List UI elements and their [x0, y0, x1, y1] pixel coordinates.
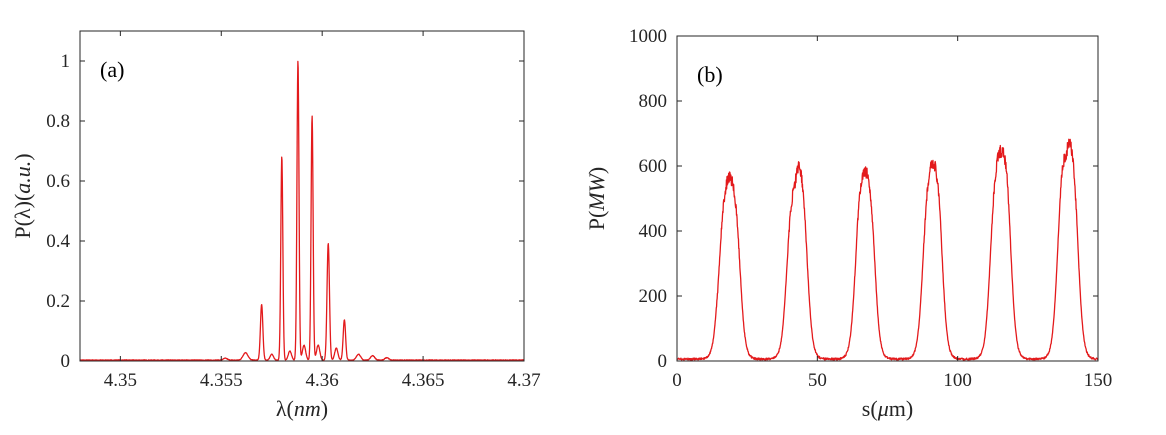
x-axis-label: λ(nm) [276, 396, 328, 421]
y-tick-label: 0 [658, 351, 668, 372]
chart-panel-b: 0 50 100 150 0 200 400 600 800 1000 s(μm) P(MW) (b) [584, 26, 1112, 421]
plot-frame [79, 30, 525, 362]
y-tick-label: 0.6 [46, 171, 70, 192]
y-axis-label: P(λ)(a.u.) [10, 153, 35, 238]
y-tick-label: 600 [639, 156, 668, 177]
x-tick-label: 4.365 [402, 370, 445, 391]
y-tick-label: 0.2 [46, 291, 70, 312]
plot-frame [676, 35, 1099, 362]
y-tick-label: 0.4 [46, 231, 70, 252]
x-tick-label: 4.37 [507, 370, 540, 391]
panel-label: (b) [697, 62, 723, 87]
y-tick-label: 1 [61, 51, 71, 72]
x-tick-label: 100 [943, 370, 972, 391]
x-tick-label: 50 [808, 370, 827, 391]
x-tick-label: 0 [672, 370, 682, 391]
chart-panel-a: 4.35 4.355 4.36 4.365 4.37 0 0.2 0.4 0.6 0.8 1 λ(nm… [10, 30, 541, 421]
y-tick-label: 400 [639, 221, 668, 242]
panel-label: (a) [100, 57, 124, 82]
series-line [79, 60, 525, 362]
x-tick-label: 150 [1084, 370, 1113, 391]
y-tick-label: 1000 [629, 26, 667, 47]
y-tick-label: 0 [61, 351, 71, 372]
y-tick-label: 800 [639, 91, 668, 112]
x-tick-label: 4.36 [306, 370, 339, 391]
y-axis-label: P(MW) [584, 167, 609, 231]
x-tick-label: 4.355 [200, 370, 243, 391]
x-axis-label: s(μm) [862, 396, 913, 421]
y-tick-label: 200 [639, 286, 668, 307]
x-tick-label: 4.35 [104, 370, 137, 391]
y-tick-label: 0.8 [46, 111, 70, 132]
series-line [676, 138, 1099, 361]
